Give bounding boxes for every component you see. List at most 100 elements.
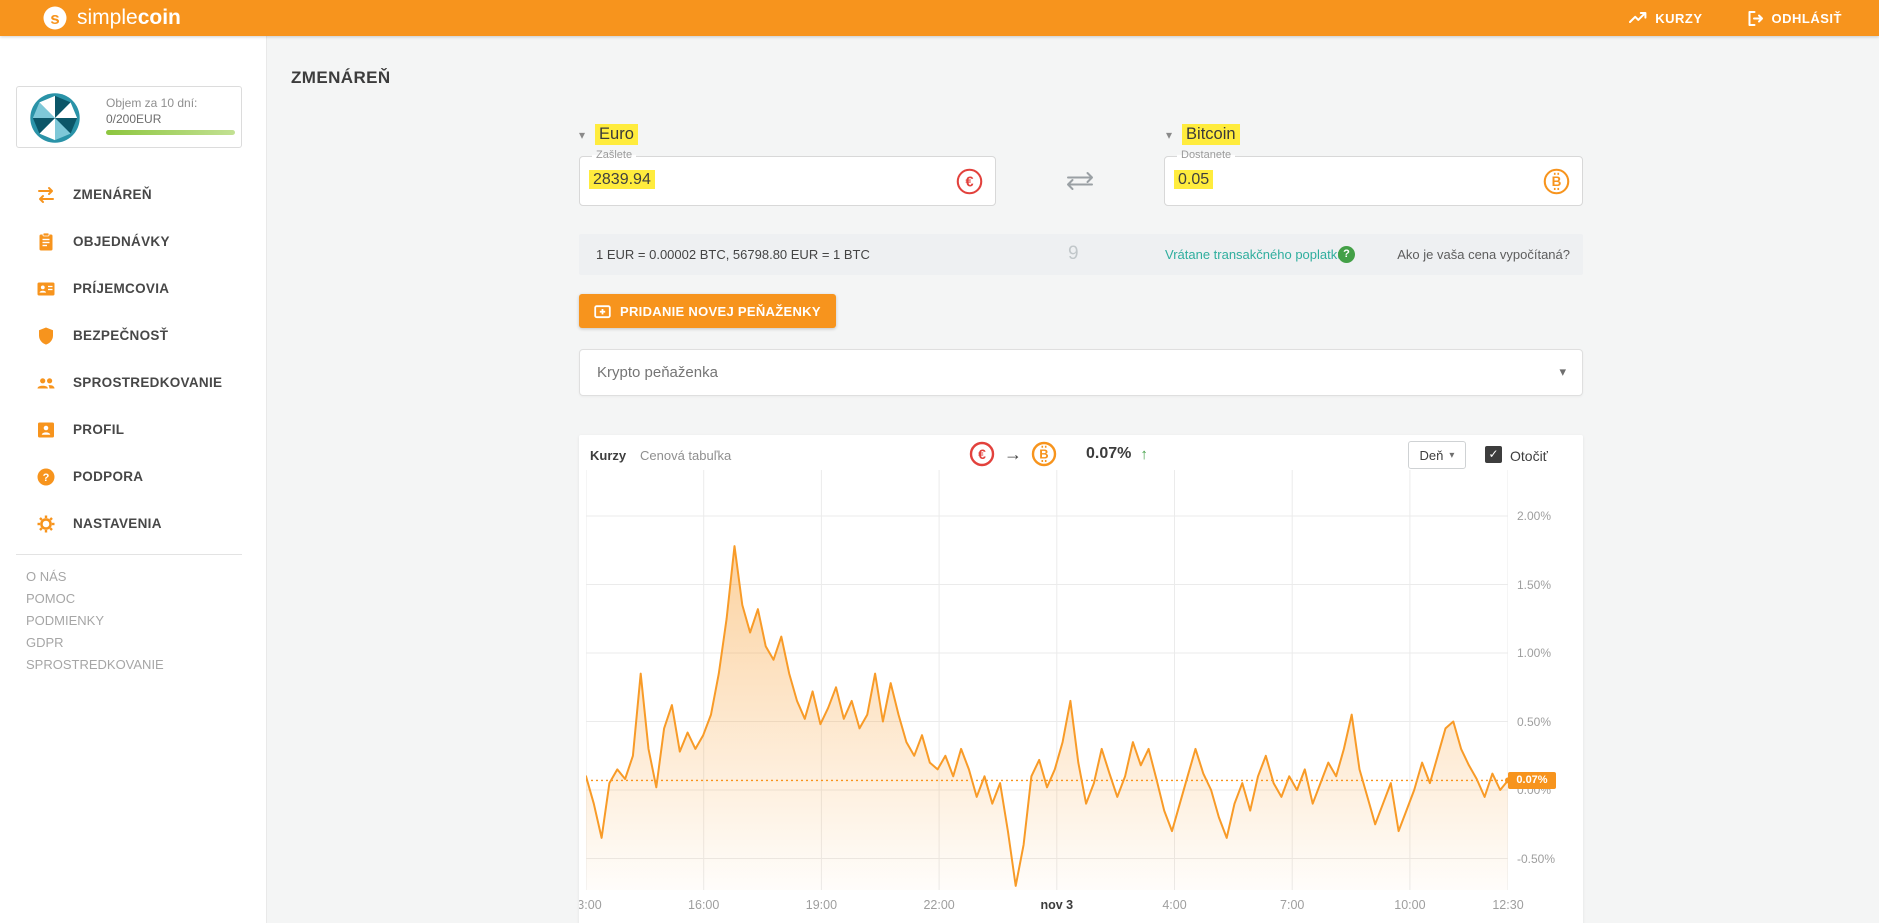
sidebar-item-label: BEZPEČNOSŤ	[73, 328, 168, 343]
main-content: ZMENÁREŇ ▾ Euro Zašlete 2839.94 € ▾ Bitc…	[267, 36, 1879, 923]
volume-progress-bar	[106, 130, 235, 135]
swap-currencies-button[interactable]	[1064, 170, 1096, 192]
y-axis-labels: 2.00%1.50%1.00%0.50%0.00%-0.50%	[1515, 470, 1579, 890]
sidebar-item-label: ZMENÁREŇ	[73, 187, 152, 202]
gear-icon	[36, 514, 56, 534]
footer-link-sprostredkovanie[interactable]: SPROSTREDKOVANIE	[26, 654, 164, 676]
y-axis-label: 0.50%	[1517, 714, 1551, 730]
add-wallet-button[interactable]: PRIDANIE NOVEJ PEŇAŽENKY	[579, 294, 836, 328]
sidebar-footer-links: O NÁS POMOC PODMIENKY GDPR SPROSTREDKOVA…	[26, 566, 164, 676]
simplecoin-logo[interactable]: s simplecoin	[42, 0, 181, 36]
bitcoin-icon: B	[1031, 441, 1057, 467]
y-axis-label: 2.00%	[1517, 508, 1551, 524]
chevron-down-icon: ▾	[1166, 128, 1172, 142]
svg-text:B: B	[1039, 447, 1048, 462]
to-amount-input[interactable]: Dostanete 0.05 B	[1164, 156, 1583, 206]
swap-icon	[36, 185, 56, 205]
rate-bar: 1 EUR = 0.00002 BTC, 56798.80 EUR = 1 BT…	[579, 234, 1583, 275]
chevron-down-icon: ▾	[579, 128, 585, 142]
rate-countdown: 9	[1068, 243, 1079, 265]
period-dropdown[interactable]: Deň ▾	[1408, 441, 1466, 469]
arrow-up-icon: ↑	[1140, 446, 1148, 463]
x-axis-labels: 13:0016:0019:0022:00nov 34:007:0010:0012…	[586, 898, 1508, 916]
chevron-down-icon: ▾	[1559, 364, 1566, 380]
sidebar-divider	[16, 554, 242, 555]
svg-text:€: €	[965, 174, 973, 190]
profile-icon	[36, 420, 56, 440]
sidebar-item-label: NASTAVENIA	[73, 516, 162, 531]
from-amount-input[interactable]: Zašlete 2839.94 €	[579, 156, 996, 206]
volume-card: Objem za 10 dní: 0/200EUR	[16, 86, 242, 148]
shield-icon	[36, 326, 56, 346]
svg-text:€: €	[978, 446, 986, 462]
swap-horizontal-icon	[1064, 170, 1096, 192]
volume-label: Objem za 10 dní:	[106, 95, 197, 111]
simplecoin-logo-icon: s	[42, 5, 68, 31]
sidebar-item-sprostredkovanie[interactable]: SPROSTREDKOVANIE	[0, 359, 266, 406]
sidebar-item-podpora[interactable]: ? PODPORA	[0, 453, 266, 500]
x-axis-label: 22:00	[923, 898, 954, 912]
people-icon	[36, 373, 56, 393]
x-axis-label: 10:00	[1394, 898, 1425, 912]
logout-link[interactable]: ODHLÁSIŤ	[1747, 10, 1842, 27]
x-axis-label: 16:00	[688, 898, 719, 912]
question-circle-icon[interactable]: ?	[1338, 246, 1355, 263]
crypto-wallet-select[interactable]: Krypto peňaženka ▾	[579, 349, 1583, 396]
price-explainer-link[interactable]: Ako je vaša cena vypočítaná?	[1397, 247, 1570, 262]
x-axis-label: nov 3	[1040, 898, 1073, 912]
logo-text: simplecoin	[77, 0, 181, 36]
to-currency-label: Bitcoin	[1182, 124, 1240, 145]
footer-link-podmienky[interactable]: PODMIENKY	[26, 610, 164, 632]
price-chart	[586, 470, 1508, 890]
change-percent: 0.07%	[1086, 445, 1131, 463]
logout-label: ODHLÁSIŤ	[1772, 11, 1842, 26]
sidebar-item-nastavenia[interactable]: NASTAVENIA	[0, 500, 266, 547]
logout-icon	[1747, 10, 1764, 27]
svg-text:?: ?	[43, 472, 50, 484]
kurzy-label: KURZY	[1655, 11, 1702, 26]
chevron-down-icon: ▾	[1449, 450, 1454, 461]
chart-card: Kurzy Cenová tabuľka € → B 0.07% ↑	[579, 435, 1583, 923]
from-currency-select[interactable]: ▾ Euro	[579, 124, 638, 145]
footer-link-gdpr[interactable]: GDPR	[26, 632, 164, 654]
sidebar-item-objednavky[interactable]: OBJEDNÁVKY	[0, 218, 266, 265]
to-amount-value: 0.05	[1174, 170, 1213, 189]
recipients-icon	[36, 279, 56, 299]
from-amount-value: 2839.94	[589, 170, 655, 189]
tab-kurzy[interactable]: Kurzy	[590, 448, 626, 463]
volume-text: Objem za 10 dní: 0/200EUR	[106, 95, 197, 127]
otocit-checkbox[interactable]: ✓	[1485, 446, 1502, 463]
otocit-label: Otočiť	[1510, 448, 1548, 464]
volume-amount: 0/200EUR	[106, 111, 197, 127]
svg-text:B: B	[1552, 174, 1562, 189]
add-wallet-label: PRIDANIE NOVEJ PEŇAŽENKY	[620, 304, 821, 319]
sidebar-item-prijemcovia[interactable]: PRÍJEMCOVIA	[0, 265, 266, 312]
orders-icon	[36, 232, 56, 252]
sidebar-item-bezpecnost[interactable]: BEZPEČNOSŤ	[0, 312, 266, 359]
x-axis-label: 19:00	[806, 898, 837, 912]
y-axis-label: 1.00%	[1517, 645, 1551, 661]
sidebar-item-profil[interactable]: PROFIL	[0, 406, 266, 453]
to-currency-select[interactable]: ▾ Bitcoin	[1166, 124, 1240, 145]
y-axis-label: 1.50%	[1517, 577, 1551, 593]
sidebar-item-label: PODPORA	[73, 469, 143, 484]
sidebar-item-label: OBJEDNÁVKY	[73, 234, 170, 249]
tab-cenova-tabulka[interactable]: Cenová tabuľka	[640, 448, 731, 463]
x-axis-label: 13:00	[579, 898, 602, 912]
wallet-select-placeholder: Krypto peňaženka	[597, 364, 718, 381]
kurzy-link[interactable]: KURZY	[1629, 11, 1702, 26]
footer-link-o-nas[interactable]: O NÁS	[26, 566, 164, 588]
to-field-label: Dostanete	[1177, 149, 1235, 161]
topbar: s simplecoin KURZY ODHLÁSIŤ	[0, 0, 1879, 36]
topbar-actions: KURZY ODHLÁSIŤ	[1629, 0, 1842, 36]
x-axis-label: 12:30	[1492, 898, 1523, 912]
trending-icon	[1629, 11, 1647, 25]
x-axis-label: 4:00	[1162, 898, 1186, 912]
sidebar-item-label: PRÍJEMCOVIA	[73, 281, 169, 296]
euro-icon: €	[956, 168, 983, 195]
sidebar-item-zmenaren[interactable]: ZMENÁREŇ	[0, 171, 266, 218]
from-currency-label: Euro	[595, 124, 638, 145]
x-axis-label: 7:00	[1280, 898, 1304, 912]
svg-text:s: s	[50, 9, 59, 28]
footer-link-pomoc[interactable]: POMOC	[26, 588, 164, 610]
